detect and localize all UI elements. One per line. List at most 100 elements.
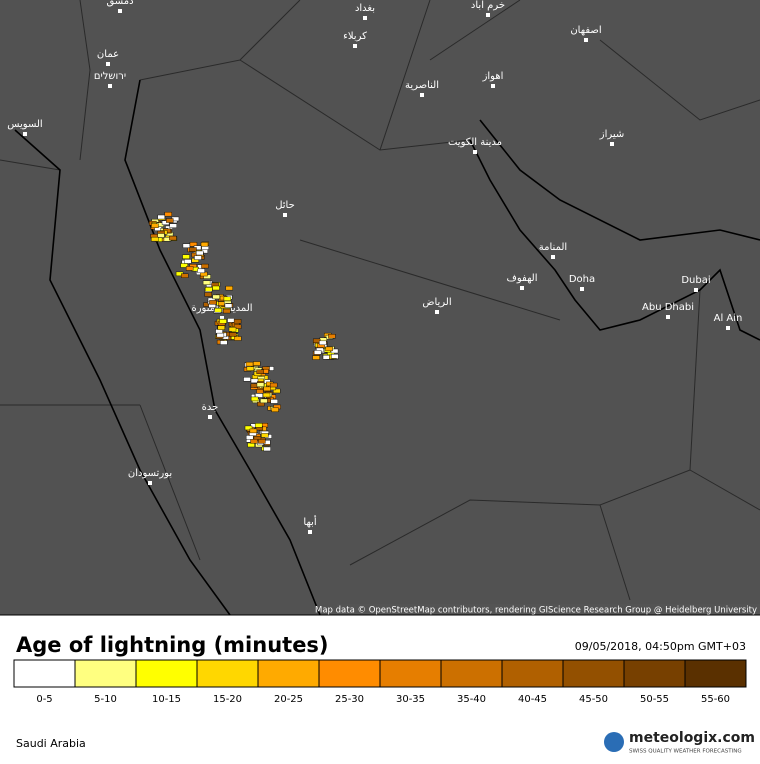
legend-label: 5-10: [94, 694, 117, 705]
city-label: اهواز: [482, 71, 504, 82]
region: Saudi Arabia: [16, 737, 86, 750]
city-label: كربلاء: [343, 31, 367, 42]
strike: [269, 382, 278, 388]
legend-swatch: [379, 659, 442, 688]
city-dot: [108, 84, 112, 88]
city-dot: [106, 62, 110, 66]
city-label: شيراز: [599, 129, 625, 140]
strike: [273, 388, 281, 394]
strike: [169, 235, 177, 241]
strike: [246, 366, 255, 371]
legend-swatch: [257, 659, 320, 688]
strike: [214, 307, 222, 313]
legend-label: 35-40: [457, 694, 486, 705]
strike: [270, 399, 278, 404]
strike: [200, 242, 209, 247]
strike: [197, 268, 205, 274]
strike: [185, 266, 194, 271]
strike: [233, 324, 242, 329]
city-dot: [473, 150, 477, 154]
tagline: SWISS QUALITY WEATHER FORECASTING: [629, 749, 742, 755]
strike: [194, 255, 202, 260]
city-label: عمان: [97, 49, 119, 60]
strike: [184, 259, 192, 264]
strike: [249, 428, 258, 434]
legend-label: 45-50: [579, 694, 608, 705]
strike: [157, 233, 165, 238]
strike: [328, 334, 336, 339]
strike: [250, 378, 259, 384]
logo: meteologix.com: [629, 730, 755, 746]
city-dot: [491, 84, 495, 88]
strike: [245, 435, 254, 440]
strike: [253, 361, 261, 366]
strike: [189, 242, 198, 247]
city-dot: [584, 38, 588, 42]
city-dot: [666, 315, 670, 319]
city-label: الناصرية: [405, 80, 439, 91]
strike: [262, 392, 271, 398]
strike: [258, 439, 266, 444]
city-dot: [118, 9, 122, 13]
strike: [312, 338, 321, 344]
city-dot: [363, 16, 367, 20]
city-dot: [283, 213, 287, 217]
strike: [223, 308, 231, 314]
city-label: بورتسودان: [128, 468, 172, 479]
city-label: أبها: [303, 515, 316, 528]
strike: [220, 340, 228, 345]
legend-swatch: [74, 659, 137, 688]
attribution-bg: [337, 604, 760, 615]
legend-swatch: [684, 659, 747, 688]
legend-label: 10-15: [152, 694, 181, 705]
strike: [245, 361, 254, 367]
legend-label: 40-45: [518, 694, 547, 705]
city-label: جدة: [202, 402, 219, 413]
legend-swatch: [196, 659, 259, 688]
strike: [196, 250, 204, 256]
legend-label: 55-60: [701, 694, 730, 705]
strike: [227, 318, 235, 323]
strike: [250, 439, 258, 444]
strike: [233, 319, 242, 324]
city-label: خرم آباد: [471, 0, 505, 11]
strike: [223, 296, 232, 302]
city-label: حائل: [275, 200, 295, 211]
strike: [247, 442, 255, 448]
strike: [228, 327, 237, 332]
city-label: مدينة الكويت: [448, 137, 502, 148]
attribution: Map data © OpenStreetMap contributors, r…: [315, 606, 757, 616]
strike: [182, 254, 190, 260]
city-dot: [694, 288, 698, 292]
strike: [204, 287, 213, 292]
strike: [219, 319, 227, 324]
strike: [201, 263, 209, 269]
legend-swatch: [440, 659, 503, 688]
strike: [260, 398, 268, 404]
city-dot: [435, 310, 439, 314]
strike: [229, 332, 237, 337]
strike: [224, 303, 233, 308]
coastline: [14, 79, 760, 616]
city-dot: [580, 287, 584, 291]
city-dot: [420, 93, 424, 97]
city-dot: [148, 481, 152, 485]
legend-swatch: [135, 659, 198, 688]
strike: [151, 236, 159, 242]
strike: [180, 263, 188, 268]
legend-swatch: [501, 659, 564, 688]
city-dot: [551, 255, 555, 259]
city-label: المنامة: [539, 242, 567, 253]
city-dot: [353, 44, 357, 48]
city-dot: [610, 142, 614, 146]
borders: [0, 0, 760, 601]
strike: [243, 377, 251, 382]
strike: [181, 273, 189, 278]
strike: [216, 332, 225, 338]
city-dot: [520, 286, 524, 290]
strike: [166, 218, 174, 223]
strike: [313, 350, 322, 355]
city-dot: [486, 13, 490, 17]
strike: [256, 369, 264, 374]
